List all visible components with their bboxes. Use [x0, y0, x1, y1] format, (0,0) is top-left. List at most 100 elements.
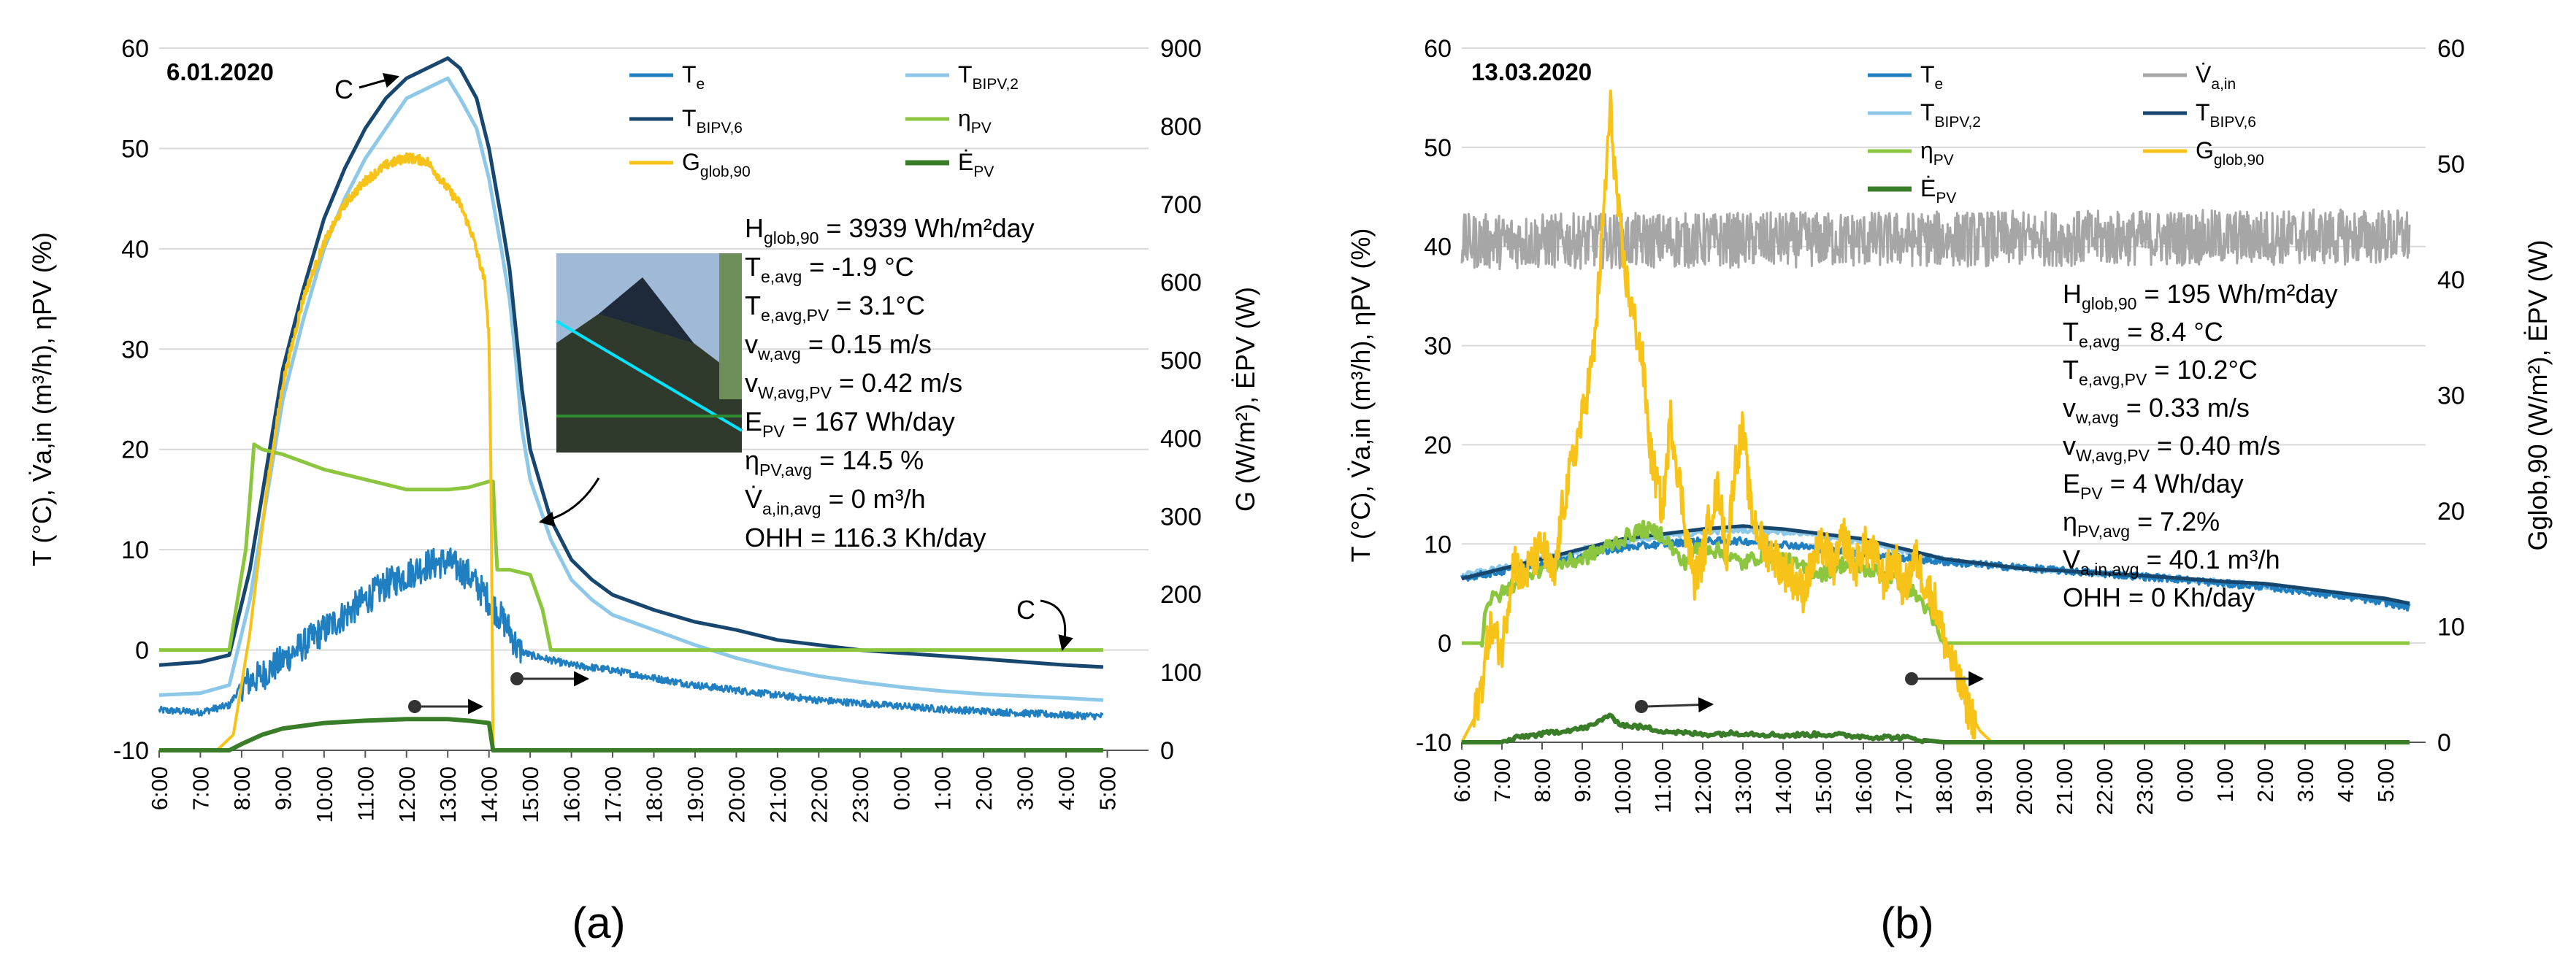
x-tick-label: 19:00 [1971, 758, 1997, 815]
chart-a: 6050403020100-10900800700600500400300200… [27, 35, 1260, 947]
legend: Te TBIPV,2 TBIPV,6 ηPV Gglob,90 ĖPV [629, 61, 1019, 180]
legend-label-te: Te [682, 61, 705, 93]
legend-label-eta: ηPV [1920, 137, 1954, 169]
annotation-line: Te,avg,PV = 3.1°C [745, 290, 925, 325]
series-gglob-line [215, 152, 511, 752]
x-tick-label: 0:00 [889, 766, 914, 810]
y-left-tick-label: 40 [121, 236, 149, 263]
panel-label: (a) [572, 898, 625, 947]
y-right-tick-label: 30 [2437, 382, 2465, 410]
y-left-tick-label: 0 [135, 637, 149, 665]
y-left-axis-label: T (°C), V̇a,in (m³/h), ηPV (%) [1346, 228, 1376, 563]
y-right-tick-label: 0 [1160, 737, 1174, 765]
x-tick-label: 23:00 [2132, 758, 2158, 815]
annotation-line: V̇a,in,avg = 0 m³/h [745, 484, 926, 518]
x-tick-label: 5:00 [1095, 766, 1121, 810]
y-right-tick-label: 800 [1160, 113, 1202, 141]
annotation-line: Hglob,90 = 3939 Wh/m²day [745, 213, 1035, 247]
x-tick-label: 11:00 [1650, 758, 1676, 813]
annotation-line: vw,avg = 0.33 m/s [2063, 393, 2250, 427]
photo-tree [719, 253, 742, 399]
x-tick-label: 14:00 [1771, 758, 1796, 815]
y-right-tick-label: 10 [2437, 614, 2465, 642]
panel-label: (b) [1880, 898, 1933, 947]
annotation-line: vW,avg,PV = 0.42 m/s [745, 368, 962, 402]
x-tick-label: 19:00 [683, 766, 708, 823]
y-left-tick-label: 40 [1424, 234, 1452, 261]
x-tick-label: 20:00 [2012, 758, 2037, 815]
photo-callout-arrow [538, 477, 600, 527]
photo-inset [555, 253, 743, 453]
annotation-line: Te,avg = -1.9 °C [745, 252, 914, 286]
x-tick-label: 15:00 [518, 766, 543, 823]
x-tick-label: 15:00 [1811, 758, 1836, 815]
axis-pointer-dot [1905, 672, 1918, 685]
axis-pointer-dot [510, 672, 524, 685]
y-right-tick-label: 500 [1160, 347, 1202, 375]
photo-cyan-line [555, 320, 743, 432]
y-left-axis-label: T (°C), V̇a,in (m³/h), ηPV (%) [27, 232, 57, 566]
y-right-tick-label: 60 [2437, 35, 2465, 63]
x-tick-label: 5:00 [2373, 758, 2399, 802]
x-tick-label: 0:00 [2172, 758, 2198, 802]
y-right-tick-label: 40 [2437, 266, 2465, 294]
y-right-axis-label: Gglob,90 (W/m²), ĖPV (W) [2523, 239, 2553, 550]
legend-label-tbipv2: TBIPV,2 [958, 61, 1019, 93]
x-tick-label: 6:00 [1449, 758, 1475, 802]
y-right-tick-label: 900 [1160, 35, 1202, 63]
y-left-tick-label: 20 [1424, 431, 1452, 459]
annotation-line: vw,avg = 0.15 m/s [745, 329, 932, 363]
y-left-tick-label: -10 [113, 737, 149, 765]
y-right-axis-label: G (W/m²), ĖPV (W) [1230, 287, 1260, 512]
x-tick-label: 18:00 [1931, 758, 1957, 815]
y-right-tick-label: 50 [2437, 151, 2465, 179]
y-right-tick-label: 20 [2437, 498, 2465, 526]
y-left-tick-label: 20 [121, 436, 149, 464]
y-left-tick-label: 0 [1438, 630, 1452, 658]
legend-label-va: V̇a,in [2196, 61, 2236, 93]
legend: Te V̇a,in TBIPV,2 TBIPV,6 ηPV Gglob,90 ĖPV [1868, 61, 2264, 207]
axis-pointer-dot [408, 700, 421, 713]
x-tick-label: 17:00 [1891, 758, 1917, 815]
x-tick-label: 8:00 [229, 766, 255, 810]
legend-label-tbipv6: TBIPV,6 [2196, 99, 2256, 131]
x-tick-label: 22:00 [2092, 758, 2117, 815]
y-right-tick-label: 0 [2437, 729, 2451, 757]
x-tick-label: 21:00 [2052, 758, 2077, 815]
y-left-tick-label: -10 [1416, 729, 1452, 757]
callout-c-tail-arrow [1040, 599, 1073, 652]
x-tick-label: 22:00 [806, 766, 832, 823]
y-left-tick-label: 10 [1424, 531, 1452, 558]
series-gglob-line [1460, 89, 2009, 744]
annotation-line: Hglob,90 = 195 Wh/m²day [2063, 279, 2338, 313]
y-right-tick-label: 100 [1160, 659, 1202, 687]
legend-label-tbipv6: TBIPV,6 [682, 105, 743, 136]
x-tick-label: 12:00 [1690, 758, 1716, 815]
x-tick-label: 9:00 [1570, 758, 1595, 802]
annotation-line: Va,in,avg = 40.1 m³/h [2063, 544, 2280, 579]
x-tick-label: 23:00 [848, 766, 873, 823]
chart-b: 60 50 40 30 20 10 0 -10 60 50 40 30 20 10 0 6:00 7:00 8:0… [1346, 35, 2553, 947]
series-epv-line [159, 717, 1103, 752]
legend-label-tbipv2: TBIPV,2 [1920, 99, 1981, 131]
x-tick-label: 13:00 [1730, 758, 1756, 815]
x-tick-label: 17:00 [600, 766, 626, 823]
x-tick-label: 4:00 [2333, 758, 2358, 802]
x-tick-label: 10:00 [312, 766, 337, 823]
x-tick-label: 16:00 [1851, 758, 1877, 815]
y-left-tick-label: 50 [121, 135, 149, 163]
annotation-line: Te,avg = 8.4 °C [2063, 317, 2223, 351]
x-tick-label: 8:00 [1530, 758, 1555, 802]
series-eta-line [159, 442, 1103, 653]
x-tick-label: 1:00 [930, 766, 956, 810]
series-va-line [1460, 208, 2411, 271]
annotation-line: ηPV,avg = 14.5 % [745, 445, 924, 480]
y-right-tick-label: 400 [1160, 425, 1202, 453]
legend-label-epv: ĖPV [1920, 175, 1956, 207]
legend-label-gglob: Gglob,90 [682, 149, 751, 180]
x-tick-label: 3:00 [1013, 766, 1038, 810]
photo-roof [599, 277, 694, 343]
y-right-tick-label: 600 [1160, 269, 1202, 297]
y-left-tick-label: 30 [121, 336, 149, 363]
